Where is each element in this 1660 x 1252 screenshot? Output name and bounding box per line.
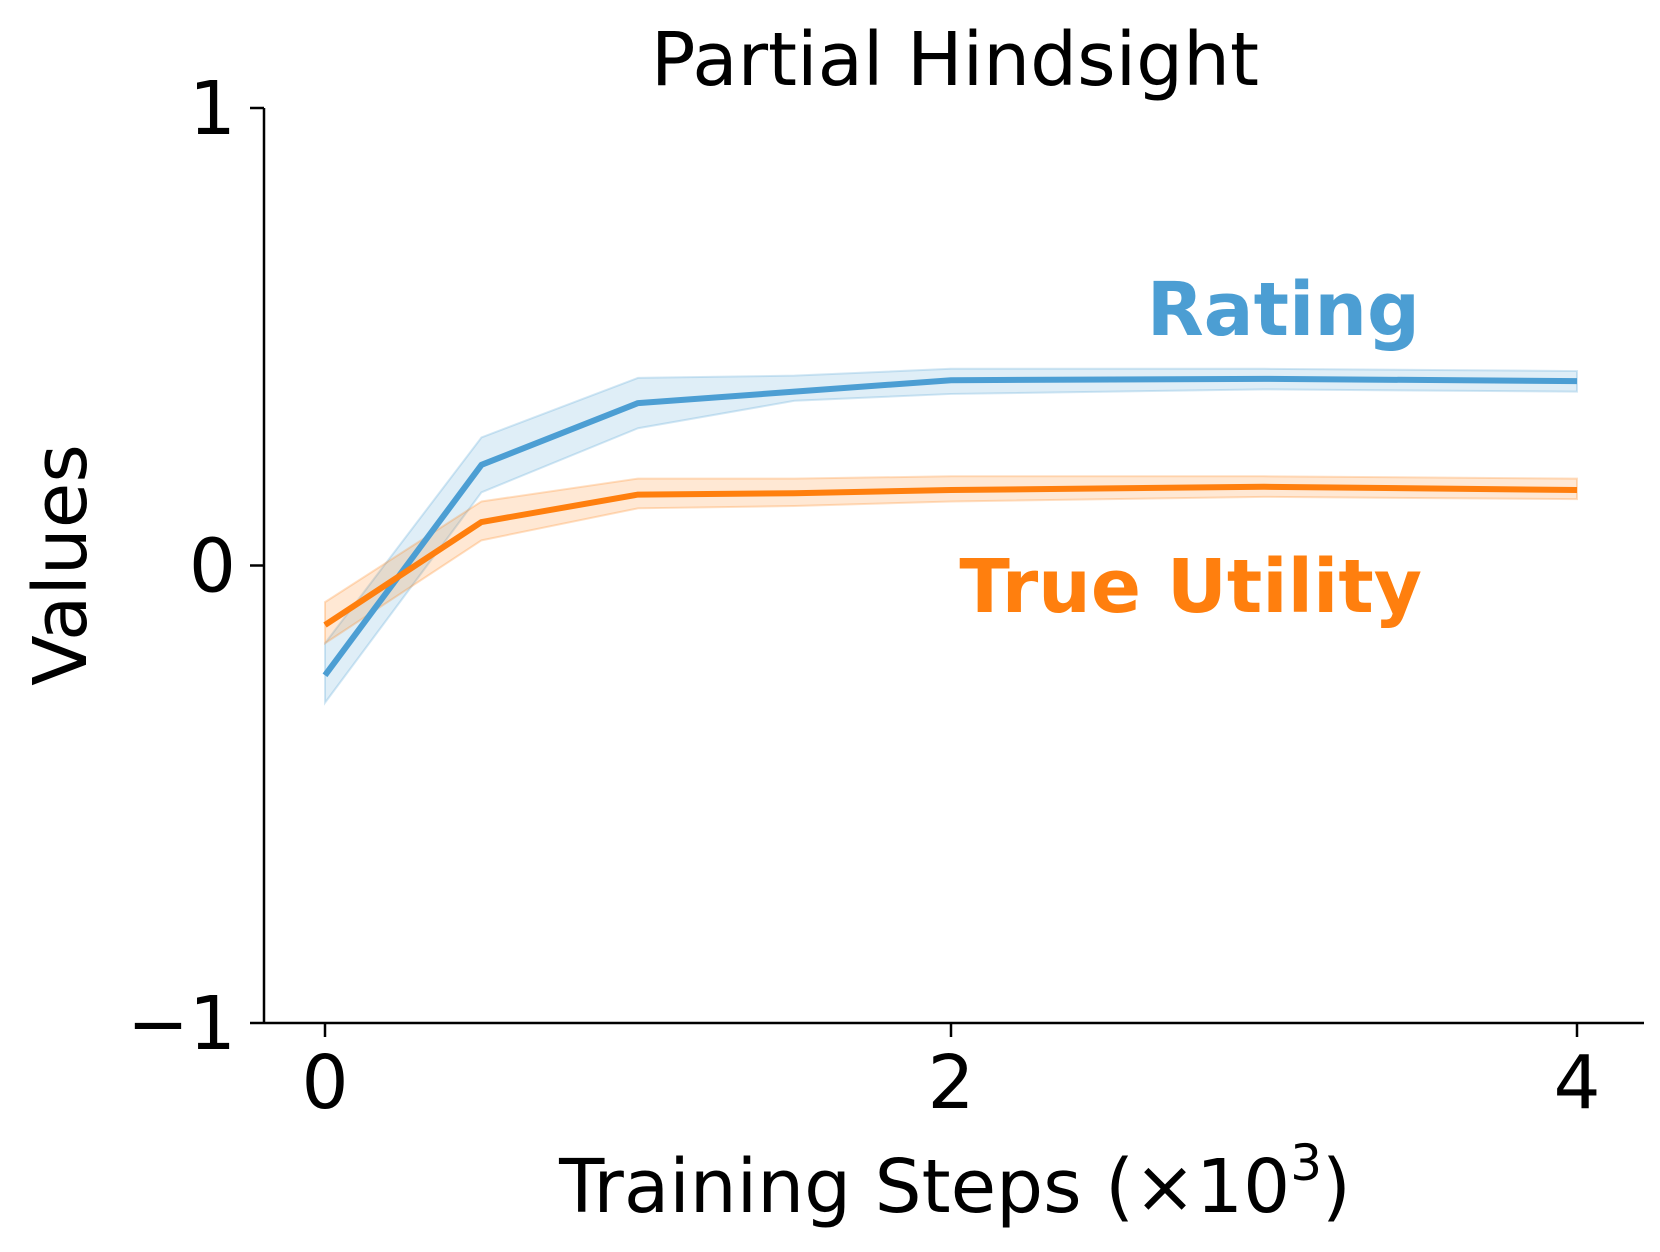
- band-true-utility: [324, 475, 1578, 646]
- x-axis-label-text: Training Steps (×10: [558, 1144, 1290, 1230]
- x-axis-label: Training Steps (×103): [558, 1134, 1351, 1230]
- y-tick-label: 0: [189, 524, 236, 610]
- x-tick-label: 4: [1553, 1040, 1600, 1126]
- band-rating: [324, 367, 1578, 706]
- x-tick-label: 2: [927, 1040, 974, 1126]
- y-tick-label: −1: [127, 981, 236, 1067]
- axis-ticks: 0 2 4 −1 0 1: [127, 66, 1601, 1126]
- series-label-true-utility: True Utility: [959, 544, 1422, 630]
- series-label-rating: Rating: [1147, 267, 1420, 353]
- x-axis-label-exponent: 3: [1290, 1134, 1322, 1192]
- line-rating: [322, 375, 1578, 678]
- series-lines: [322, 375, 1578, 678]
- x-axis-label-close: ): [1322, 1144, 1351, 1230]
- line-true-utility: [323, 483, 1578, 628]
- y-axis-label: Values: [18, 444, 104, 686]
- y-tick-label: 1: [189, 66, 236, 152]
- x-tick-label: 0: [301, 1040, 348, 1126]
- confidence-bands: [324, 367, 1578, 706]
- chart-title: Partial Hindsight: [651, 17, 1259, 103]
